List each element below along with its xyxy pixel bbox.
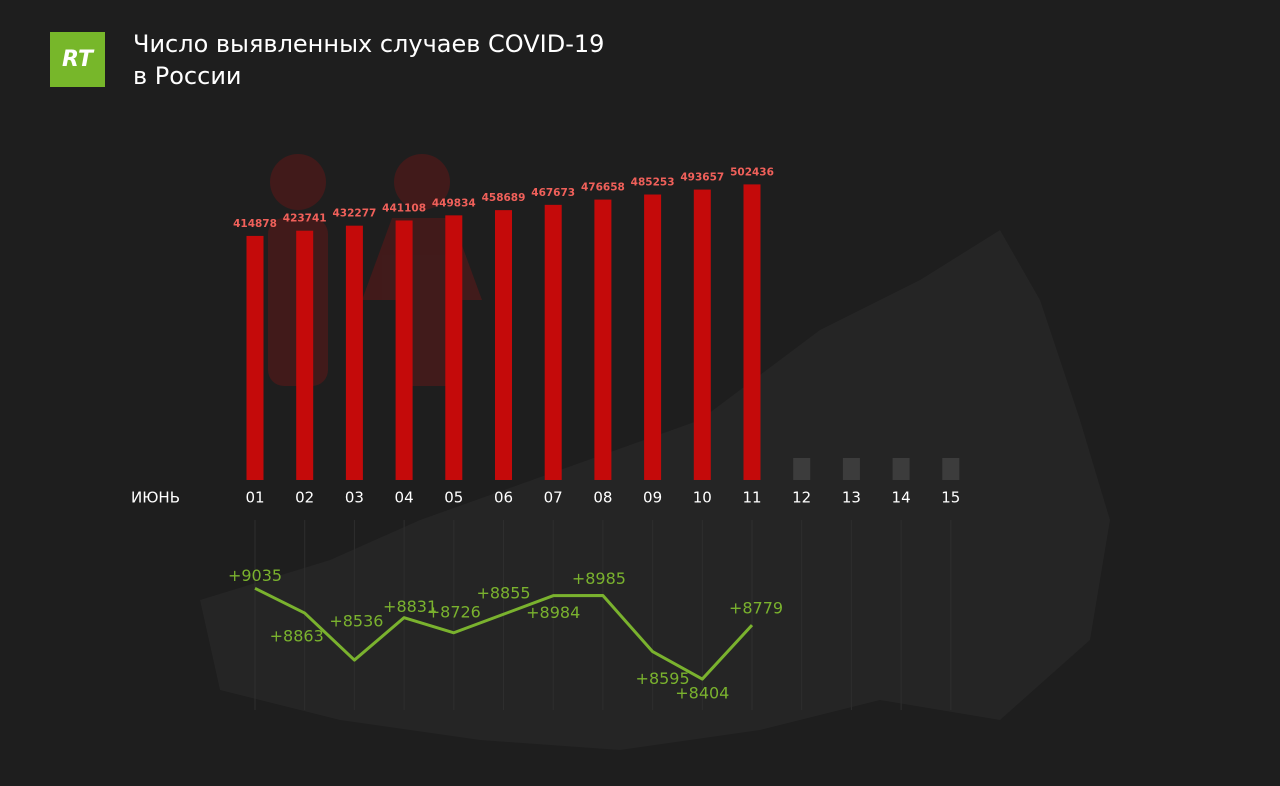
line-label: +9035 <box>228 566 282 585</box>
line-label: +8404 <box>675 684 729 703</box>
bar-label: 458689 <box>482 192 526 204</box>
line-label: +8855 <box>476 584 530 603</box>
bar <box>246 235 264 480</box>
placeholder-bar <box>942 458 960 480</box>
bar-label: 485253 <box>631 177 675 189</box>
bar-label: 449834 <box>432 197 476 209</box>
bar <box>395 220 413 481</box>
x-tick-label: 15 <box>941 489 960 507</box>
x-tick-label: 04 <box>395 489 414 507</box>
line-label: +8595 <box>636 669 690 688</box>
x-tick-label: 01 <box>245 489 264 507</box>
bar-label: 441108 <box>382 202 426 214</box>
x-tick-label: 03 <box>345 489 364 507</box>
line-label: +8985 <box>572 569 626 588</box>
title-line: в России <box>133 62 242 90</box>
x-tick-label: 14 <box>892 489 911 507</box>
bar-label: 467673 <box>531 187 575 199</box>
bar <box>495 210 512 480</box>
bar <box>693 189 711 480</box>
logo-box <box>50 32 105 87</box>
bar <box>445 215 463 480</box>
map-silhouette <box>200 230 1110 750</box>
x-tick-label: 11 <box>742 489 761 507</box>
line-label: +8831 <box>383 597 437 616</box>
placeholder-bar <box>793 458 811 480</box>
bar-label: 432277 <box>332 208 376 220</box>
x-tick-label: 08 <box>593 489 612 507</box>
bar <box>296 230 314 480</box>
line-label: +8863 <box>270 627 324 646</box>
line-label: +8536 <box>329 612 383 631</box>
bar <box>594 199 612 480</box>
line-label: +8726 <box>427 602 481 621</box>
bar-label: 476658 <box>581 182 625 194</box>
placeholder-bar <box>892 458 910 480</box>
placeholder-bar <box>842 458 860 480</box>
x-tick-label: 06 <box>494 489 513 507</box>
bar <box>644 194 662 480</box>
bar <box>345 225 363 480</box>
bar-label: 414878 <box>233 218 277 230</box>
x-tick-label: 10 <box>693 489 712 507</box>
x-tick-label: 09 <box>643 489 662 507</box>
bar <box>544 204 562 480</box>
axis-label: ИЮНЬ <box>131 489 180 507</box>
line <box>254 587 754 681</box>
bar-label: 502436 <box>730 166 774 178</box>
bar-label: 493657 <box>680 172 724 184</box>
x-tick-label: 05 <box>444 489 463 507</box>
bar <box>743 184 761 480</box>
x-tick-label: 13 <box>842 489 861 507</box>
bar-label: 423741 <box>283 213 327 225</box>
line-label: +8779 <box>729 599 783 618</box>
x-tick-label: 12 <box>792 489 811 507</box>
x-tick-label: 07 <box>544 489 563 507</box>
line-label: +8984 <box>526 603 580 622</box>
logo-text: RT <box>62 47 95 72</box>
x-tick-label: 02 <box>295 489 314 507</box>
title-line: Число выявленных случаев COVID-19 <box>133 30 604 58</box>
